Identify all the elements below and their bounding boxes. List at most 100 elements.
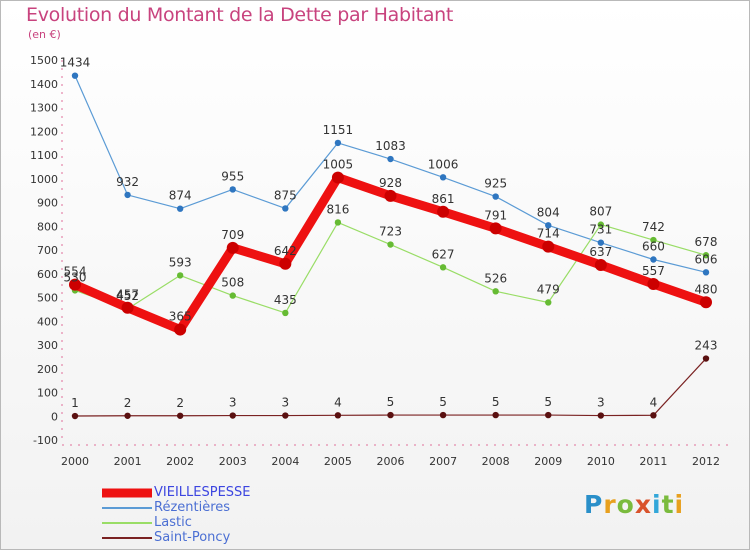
legend-item-rezentieres: Rézentières <box>102 500 302 516</box>
chart-series <box>69 72 712 420</box>
legend-item-vieillespesse: VIEILLESPESSE <box>102 485 302 501</box>
x-tick-label: 2009 <box>534 455 562 468</box>
data-point <box>387 241 394 248</box>
data-point <box>121 301 134 314</box>
brand-logo: Proxiti <box>584 490 685 519</box>
data-label: 1006 <box>428 157 459 171</box>
data-label: 593 <box>169 255 192 269</box>
data-label: 660 <box>642 240 665 254</box>
legend-label: Saint-Poncy <box>154 530 231 545</box>
data-label: 723 <box>379 225 402 239</box>
y-tick-label: 900 <box>37 197 58 210</box>
x-tick-label: 2005 <box>324 455 352 468</box>
data-point <box>334 219 342 226</box>
data-point <box>282 205 289 212</box>
y-tick-label: 200 <box>37 363 58 376</box>
data-point <box>176 205 184 212</box>
data-label: 557 <box>642 264 665 278</box>
data-label: 457 <box>116 288 139 302</box>
data-point <box>176 412 184 419</box>
data-label: 365 <box>169 310 192 324</box>
data-label: 816 <box>326 202 349 216</box>
data-point <box>489 222 502 235</box>
data-point <box>492 411 499 419</box>
data-label: 5 <box>492 395 500 409</box>
x-tick-label: 2007 <box>429 455 457 468</box>
data-point <box>594 258 607 271</box>
data-point <box>439 174 447 181</box>
data-label: 678 <box>695 235 718 249</box>
data-label: 807 <box>589 205 612 219</box>
data-label: 642 <box>274 244 297 258</box>
data-label: 637 <box>589 245 612 259</box>
x-tick-label: 2010 <box>587 455 615 468</box>
data-label: 508 <box>221 276 244 290</box>
x-tick-label: 2008 <box>482 455 510 468</box>
y-tick-label: 300 <box>37 339 58 352</box>
data-label: 2 <box>124 396 132 410</box>
data-label: 1434 <box>60 56 91 70</box>
data-point <box>71 72 79 79</box>
legend-label: VIEILLESPESSE <box>154 485 251 500</box>
data-point <box>597 239 605 246</box>
data-point <box>545 411 552 419</box>
legend-item-saint-poncy: Saint-Poncy <box>102 530 302 546</box>
data-label: 709 <box>221 228 244 242</box>
data-point <box>279 257 292 270</box>
data-label: 5 <box>544 395 552 409</box>
x-tick-label: 2001 <box>114 455 142 468</box>
data-label: 2 <box>176 396 184 410</box>
data-label: 452 <box>116 289 139 303</box>
x-tick-label: 2004 <box>271 455 299 468</box>
data-label: 742 <box>642 220 665 234</box>
data-label: 861 <box>432 192 455 206</box>
x-tick-label: 2002 <box>166 455 194 468</box>
legend-label: Rézentières <box>154 500 231 515</box>
legend-label: Lastic <box>154 515 192 530</box>
data-label: 606 <box>695 252 718 266</box>
data-label: 4 <box>334 395 342 409</box>
y-tick-label: 1100 <box>30 149 58 162</box>
y-tick-label: 1500 <box>30 54 58 67</box>
data-point <box>650 412 657 419</box>
data-point <box>334 412 342 419</box>
data-point <box>650 236 657 244</box>
data-point <box>384 189 397 202</box>
data-point <box>229 292 236 299</box>
x-tick-label: 2012 <box>692 455 720 468</box>
data-label: 731 <box>589 223 612 237</box>
data-label: 530 <box>64 270 87 284</box>
data-point <box>176 272 184 279</box>
y-tick-label: -100 <box>33 434 58 447</box>
x-tick-label: 2011 <box>639 455 667 468</box>
chart-title: Evolution du Montant de la Dette par Hab… <box>26 4 454 26</box>
data-label: 925 <box>484 177 507 191</box>
data-point <box>124 412 131 419</box>
data-label: 4 <box>650 395 658 409</box>
data-point <box>439 264 447 271</box>
data-label: 874 <box>169 189 192 203</box>
data-point <box>545 299 552 306</box>
data-point <box>387 411 394 419</box>
y-tick-label: 1300 <box>30 102 58 115</box>
data-label: 1151 <box>323 123 354 137</box>
y-tick-label: 500 <box>37 292 58 305</box>
data-label: 5 <box>439 395 447 409</box>
chart-data-labels: 1434932874955875115110831006925804731660… <box>60 56 718 410</box>
data-point <box>702 355 710 362</box>
data-point <box>492 288 499 295</box>
data-point <box>282 412 289 419</box>
data-point <box>545 222 552 229</box>
data-point <box>69 278 81 291</box>
y-tick-label: 800 <box>37 220 58 233</box>
data-label: 526 <box>484 271 507 285</box>
data-label: 5 <box>387 395 395 409</box>
data-point <box>331 171 344 184</box>
data-label: 928 <box>379 176 402 190</box>
data-point <box>702 269 710 276</box>
data-label: 3 <box>229 396 237 410</box>
x-tick-label: 2006 <box>377 455 405 468</box>
data-point <box>597 221 605 228</box>
data-point <box>439 411 447 419</box>
